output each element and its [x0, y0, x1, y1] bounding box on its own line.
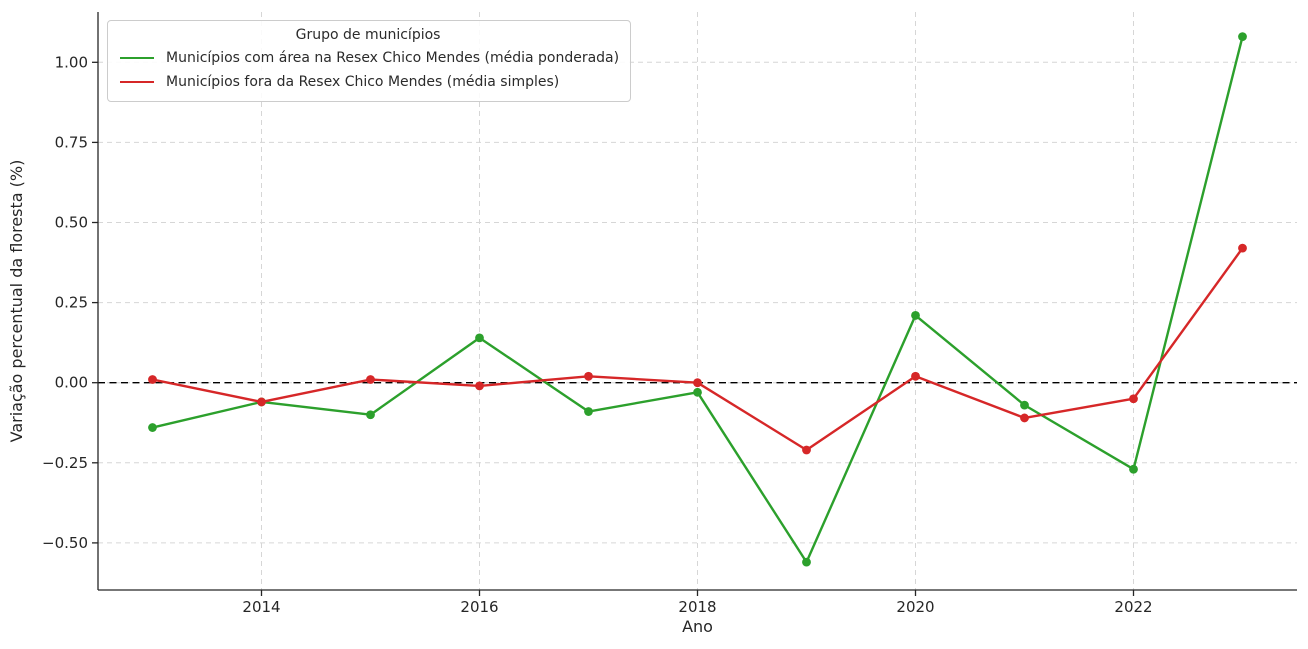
data-point-series1-2016 — [475, 381, 484, 391]
data-point-series1-2017 — [584, 371, 593, 381]
y-tick-label: 0.75 — [55, 133, 88, 151]
data-point-series0-2018 — [693, 387, 702, 397]
legend-items: Municípios com área na Resex Chico Mende… — [117, 46, 619, 94]
legend-item-0: Municípios com área na Resex Chico Mende… — [117, 46, 619, 70]
data-point-series1-2014 — [257, 397, 266, 407]
data-point-series0-2019 — [802, 557, 811, 567]
data-point-series0-2013 — [148, 423, 157, 432]
y-axis-label: Variação percentual da floresta (%) — [7, 160, 26, 443]
data-point-series1-2018 — [693, 378, 702, 388]
data-point-series0-2017 — [584, 407, 593, 416]
legend-line-sample-1 — [120, 80, 154, 84]
x-tick-label: 2022 — [1114, 598, 1152, 616]
data-point-series1-2021 — [1020, 413, 1029, 423]
x-axis-label: Ano — [682, 617, 713, 636]
y-tick-label: 0.25 — [55, 294, 88, 312]
data-point-series0-2021 — [1020, 400, 1029, 410]
y-tick-label: −0.25 — [42, 454, 88, 472]
data-point-series0-2022 — [1129, 464, 1138, 474]
x-tick-label: 2016 — [460, 598, 498, 616]
legend-line-sample-0 — [120, 56, 154, 60]
x-tick-label: 2014 — [242, 598, 280, 616]
data-point-series0-2015 — [366, 410, 375, 420]
data-point-series1-2013 — [148, 375, 157, 384]
data-point-series1-2023 — [1238, 243, 1247, 253]
data-point-series1-2020 — [911, 371, 920, 381]
legend-item-1: Municípios fora da Resex Chico Mendes (m… — [117, 70, 619, 94]
data-point-series0-2016 — [475, 333, 484, 343]
y-tick-label: 0.00 — [55, 374, 88, 392]
y-tick-label: −0.50 — [42, 534, 88, 552]
data-point-series1-2015 — [366, 375, 375, 384]
data-point-series0-2020 — [911, 311, 920, 320]
legend-item-label-0: Municípios com área na Resex Chico Mende… — [166, 50, 620, 66]
x-tick-label: 2020 — [896, 598, 934, 616]
x-tick-label: 2018 — [678, 598, 716, 616]
legend-item-label-1: Municípios fora da Resex Chico Mendes (m… — [166, 74, 560, 90]
legend: Grupo de municípios Municípios com área … — [107, 20, 632, 102]
data-point-series0-2023 — [1238, 32, 1247, 42]
y-tick-label: 0.50 — [55, 214, 88, 232]
data-point-series1-2019 — [802, 445, 811, 455]
y-tick-label: 1.00 — [55, 53, 88, 71]
legend-title: Grupo de municípios — [295, 27, 441, 43]
data-point-series1-2022 — [1129, 394, 1138, 404]
